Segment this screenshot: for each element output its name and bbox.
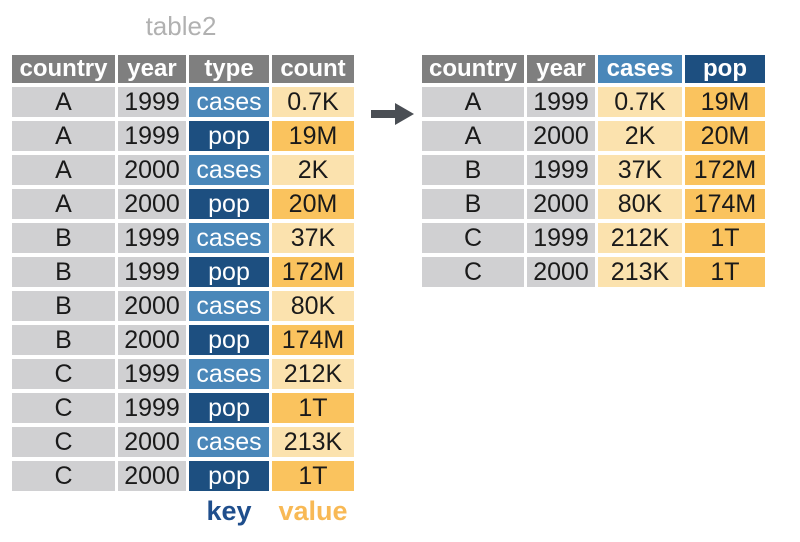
cell-year: 1999 bbox=[118, 121, 186, 151]
cell-year: 2000 bbox=[527, 121, 595, 151]
cell-year: 1999 bbox=[527, 155, 595, 185]
cell-pop: 174M bbox=[685, 189, 765, 219]
cell-country: A bbox=[422, 121, 524, 151]
cell-count: 174M bbox=[272, 325, 354, 355]
cell-cases: 212K bbox=[598, 223, 682, 253]
cell-year: 2000 bbox=[118, 325, 186, 355]
cell-pop: 172M bbox=[685, 155, 765, 185]
cell-type: pop bbox=[189, 325, 269, 355]
cell-country: A bbox=[12, 121, 115, 151]
cell-country: C bbox=[422, 257, 524, 287]
cell-cases: 2K bbox=[598, 121, 682, 151]
cell-year: 1999 bbox=[118, 87, 186, 117]
cell-country: B bbox=[422, 155, 524, 185]
table-wide-result: country year cases pop A 1999 0.7K 19M A… bbox=[422, 55, 765, 287]
cell-country: C bbox=[422, 223, 524, 253]
cell-country: B bbox=[12, 223, 115, 253]
cell-year: 2000 bbox=[118, 189, 186, 219]
cell-country: B bbox=[12, 257, 115, 287]
header-cell-type: type bbox=[189, 55, 269, 83]
cell-count: 1T bbox=[272, 461, 354, 491]
cell-type: cases bbox=[189, 87, 269, 117]
header-cell-cases: cases bbox=[598, 55, 682, 83]
cell-country: C bbox=[12, 461, 115, 491]
key-label: key bbox=[206, 496, 252, 526]
cell-year: 2000 bbox=[118, 461, 186, 491]
header-cell-pop: pop bbox=[685, 55, 765, 83]
cell-year: 1999 bbox=[527, 223, 595, 253]
cell-country: A bbox=[422, 87, 524, 117]
cell-year: 2000 bbox=[118, 291, 186, 321]
cell-cases: 80K bbox=[598, 189, 682, 219]
cell-cases: 37K bbox=[598, 155, 682, 185]
header-cell-count: count bbox=[272, 55, 354, 83]
value-label: value bbox=[278, 496, 348, 526]
cell-country: B bbox=[12, 325, 115, 355]
right-arrow-icon bbox=[371, 103, 414, 125]
cell-type: cases bbox=[189, 223, 269, 253]
table-title: table2 bbox=[145, 11, 217, 41]
cell-year: 2000 bbox=[527, 189, 595, 219]
cell-type: cases bbox=[189, 359, 269, 389]
header-cell-year: year bbox=[118, 55, 186, 83]
cell-year: 1999 bbox=[118, 359, 186, 389]
cell-type: cases bbox=[189, 155, 269, 185]
cell-count: 1T bbox=[272, 393, 354, 423]
cell-pop: 19M bbox=[685, 87, 765, 117]
cell-type: pop bbox=[189, 121, 269, 151]
cell-type: pop bbox=[189, 393, 269, 423]
cell-type: cases bbox=[189, 427, 269, 457]
cell-country: C bbox=[12, 359, 115, 389]
cell-count: 213K bbox=[272, 427, 354, 457]
cell-year: 1999 bbox=[118, 257, 186, 287]
cell-year: 2000 bbox=[118, 155, 186, 185]
cell-country: A bbox=[12, 87, 115, 117]
header-cell-country: country bbox=[422, 55, 524, 83]
cell-count: 172M bbox=[272, 257, 354, 287]
header-cell-year: year bbox=[527, 55, 595, 83]
cell-cases: 0.7K bbox=[598, 87, 682, 117]
cell-year: 2000 bbox=[527, 257, 595, 287]
cell-type: pop bbox=[189, 257, 269, 287]
cell-count: 212K bbox=[272, 359, 354, 389]
cell-count: 19M bbox=[272, 121, 354, 151]
cell-country: C bbox=[12, 427, 115, 457]
header-cell-country: country bbox=[12, 55, 115, 83]
cell-type: pop bbox=[189, 461, 269, 491]
table2-long: country year type count A 1999 cases 0.7… bbox=[12, 55, 354, 491]
cell-cases: 213K bbox=[598, 257, 682, 287]
cell-count: 37K bbox=[272, 223, 354, 253]
cell-count: 80K bbox=[272, 291, 354, 321]
cell-country: C bbox=[12, 393, 115, 423]
cell-type: pop bbox=[189, 189, 269, 219]
cell-pop: 1T bbox=[685, 223, 765, 253]
cell-count: 0.7K bbox=[272, 87, 354, 117]
cell-pop: 1T bbox=[685, 257, 765, 287]
cell-year: 1999 bbox=[527, 87, 595, 117]
cell-count: 2K bbox=[272, 155, 354, 185]
cell-type: cases bbox=[189, 291, 269, 321]
cell-country: A bbox=[12, 155, 115, 185]
cell-country: A bbox=[12, 189, 115, 219]
cell-year: 2000 bbox=[118, 427, 186, 457]
cell-country: B bbox=[422, 189, 524, 219]
cell-year: 1999 bbox=[118, 393, 186, 423]
cell-country: B bbox=[12, 291, 115, 321]
cell-count: 20M bbox=[272, 189, 354, 219]
cell-year: 1999 bbox=[118, 223, 186, 253]
cell-pop: 20M bbox=[685, 121, 765, 151]
